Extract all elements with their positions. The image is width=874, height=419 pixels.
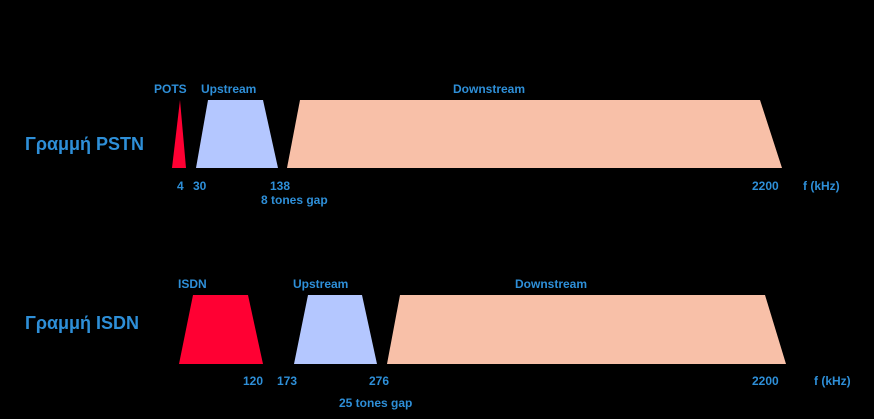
isdn-downstream-label: Downstream [515, 277, 588, 291]
isdn-upstream-label: Upstream [293, 277, 349, 291]
pstn-unit-label: f (kHz) [803, 179, 840, 193]
isdn-tick-276: 276 [369, 374, 390, 388]
pstn-gap-note: 8 tones gap [261, 193, 328, 207]
isdn-upstream-band [294, 295, 377, 364]
isdn-isdn-band [179, 295, 263, 364]
pstn-tick-30: 30 [193, 179, 207, 193]
isdn-downstream-band [387, 295, 786, 364]
row-label-isdn: Γραμμή ISDN [25, 313, 140, 333]
row-label-pstn: Γραμμή PSTN [25, 134, 145, 154]
pstn-tick-4: 4 [177, 179, 184, 193]
pstn-tick-138: 138 [270, 179, 291, 193]
pstn-upstream-band [196, 100, 278, 168]
pstn-tick-2200: 2200 [752, 179, 779, 193]
pstn-upstream-label: Upstream [201, 82, 257, 96]
pstn-downstream-band [287, 100, 782, 168]
isdn-tick-173: 173 [277, 374, 298, 388]
isdn-tick-120: 120 [243, 374, 264, 388]
isdn-isdn-label: ISDN [178, 277, 207, 291]
isdn-gap-note: 25 tones gap [339, 396, 413, 410]
pstn-pots-band [172, 100, 186, 168]
isdn-unit-label: f (kHz) [814, 374, 851, 388]
pstn-pots-label: POTS [154, 82, 187, 96]
isdn-tick-2200: 2200 [752, 374, 779, 388]
pstn-downstream-label: Downstream [453, 82, 526, 96]
